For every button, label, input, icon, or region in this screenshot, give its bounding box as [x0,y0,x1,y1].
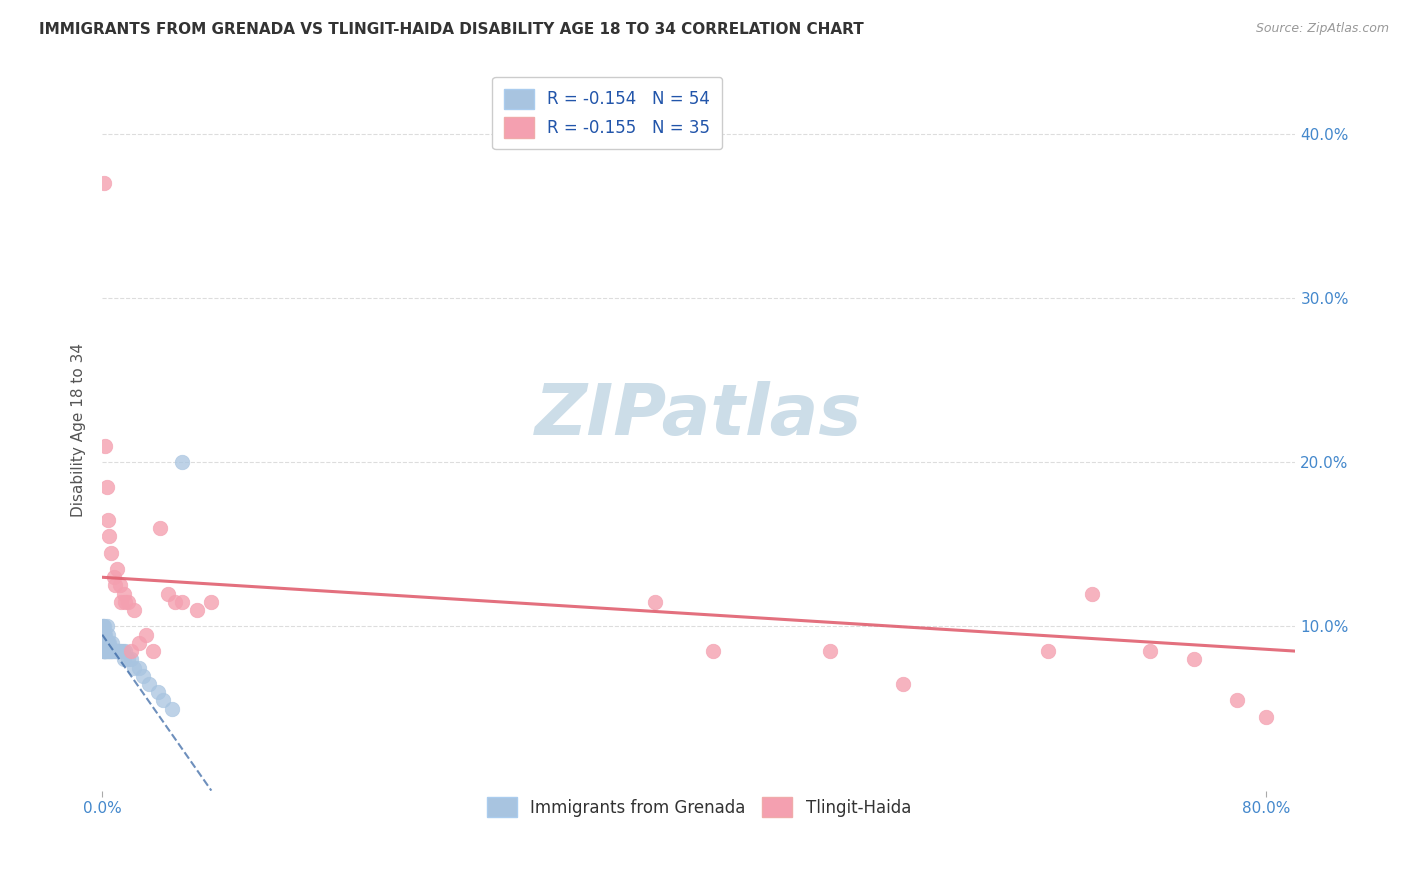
Point [103,570,125,584]
Point [93,628,115,642]
Point [142,644,165,658]
Point [120,652,142,666]
Point [93,636,115,650]
Point [91,644,114,658]
Point [120,644,142,658]
Point [101,636,124,650]
Point [112,652,135,666]
Point [94,644,117,658]
Point [1256,710,1278,724]
Point [1226,693,1249,707]
Point [110,595,132,609]
Point [108,644,131,658]
Point [97,644,120,658]
Point [128,636,150,650]
Point [97,636,120,650]
Point [122,660,145,674]
Y-axis label: Disability Age 18 to 34: Disability Age 18 to 34 [72,343,86,516]
Point [94,439,117,453]
Point [891,677,914,691]
Point [105,562,128,576]
Point [702,644,724,658]
Point [110,644,132,658]
Point [172,595,194,609]
Point [93,619,115,633]
Point [122,603,145,617]
Point [96,480,118,494]
Point [105,644,128,658]
Point [1036,644,1059,658]
Point [156,587,179,601]
Point [93,644,115,658]
Point [128,660,150,674]
Point [91,636,114,650]
Point [91,619,114,633]
Point [112,587,135,601]
Point [94,644,117,658]
Point [94,628,117,642]
Point [1080,587,1102,601]
Point [98,529,121,543]
Point [101,644,124,658]
Point [93,636,115,650]
Point [172,455,194,469]
Point [96,636,118,650]
Point [114,595,136,609]
Point [163,595,186,609]
Point [135,628,157,642]
Point [97,513,120,527]
Point [117,652,139,666]
Point [94,644,117,658]
Point [114,644,136,658]
Point [100,644,122,658]
Point [1182,652,1205,666]
Point [94,636,117,650]
Point [93,619,115,633]
Point [644,595,666,609]
Point [105,644,128,658]
Point [96,644,118,658]
Point [103,644,125,658]
Point [186,603,208,617]
Point [100,546,122,560]
Legend: Immigrants from Grenada, Tlingit-Haida: Immigrants from Grenada, Tlingit-Haida [478,789,920,826]
Point [200,595,222,609]
Point [94,636,117,650]
Point [98,636,121,650]
Point [108,578,131,592]
Point [98,644,121,658]
Point [111,644,134,658]
Point [146,685,169,699]
Point [94,636,117,650]
Point [98,644,121,658]
Point [149,521,172,535]
Point [91,628,114,642]
Point [132,669,155,683]
Point [93,644,115,658]
Point [152,693,174,707]
Point [100,644,122,658]
Text: Source: ZipAtlas.com: Source: ZipAtlas.com [1256,22,1389,36]
Point [93,644,115,658]
Point [104,578,127,592]
Point [96,619,118,633]
Point [104,644,127,658]
Text: ZIPatlas: ZIPatlas [536,381,862,450]
Point [97,628,120,642]
Text: IMMIGRANTS FROM GRENADA VS TLINGIT-HAIDA DISABILITY AGE 18 TO 34 CORRELATION CHA: IMMIGRANTS FROM GRENADA VS TLINGIT-HAIDA… [39,22,865,37]
Point [160,701,183,715]
Point [93,177,115,191]
Point [107,644,129,658]
Point [818,644,841,658]
Point [1139,644,1161,658]
Point [117,595,139,609]
Point [93,636,115,650]
Point [138,677,160,691]
Point [96,636,118,650]
